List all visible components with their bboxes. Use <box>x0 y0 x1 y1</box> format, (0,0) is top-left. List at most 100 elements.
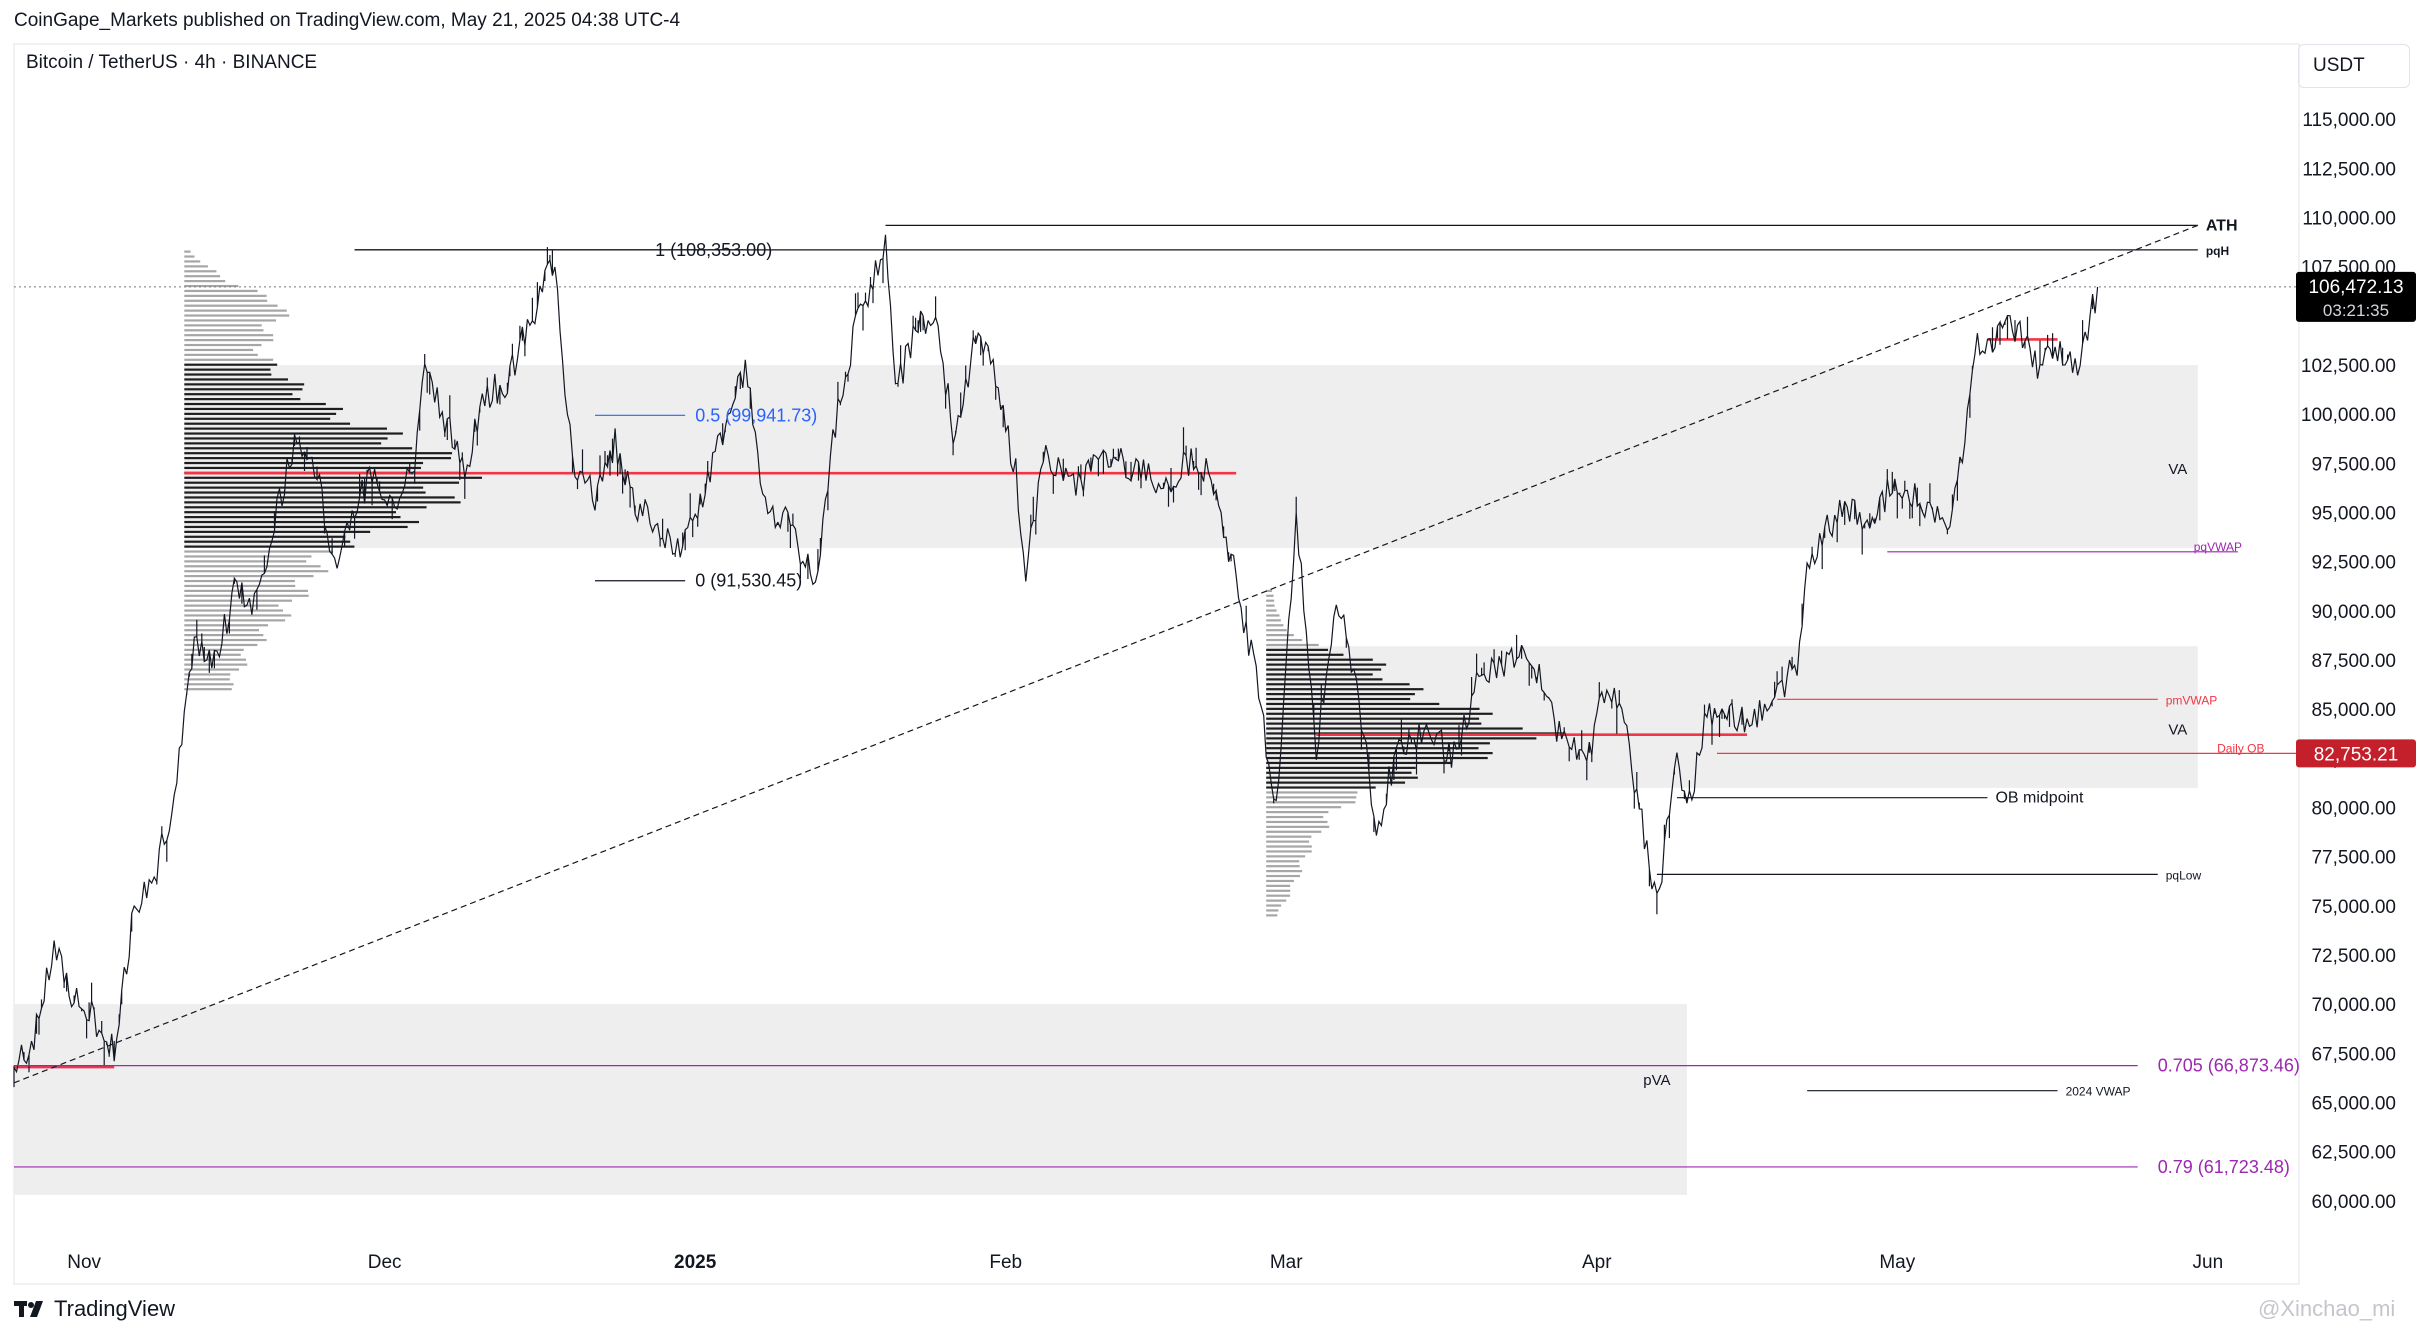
volume-profile-row <box>1266 791 1358 794</box>
volume-profile-row <box>1266 850 1312 853</box>
volume-profile-row <box>1266 599 1275 602</box>
volume-profile-row <box>184 643 258 647</box>
volume-profile-row <box>184 604 279 607</box>
volume-profile-row <box>1266 855 1306 858</box>
volume-profile-row <box>1266 653 1344 656</box>
volume-profile-row <box>184 402 326 406</box>
volume-profile-row <box>184 678 230 681</box>
volume-profile-row <box>184 294 267 297</box>
volume-profile-row <box>184 447 413 450</box>
volume-profile-row <box>184 560 307 563</box>
bar-countdown: 03:21:35 <box>2323 301 2389 320</box>
volume-profile-row <box>1266 609 1277 612</box>
volume-profile-row <box>1266 634 1294 637</box>
volume-profile-row <box>184 412 337 415</box>
price-series <box>13 234 2099 1088</box>
symbol-legend[interactable]: Bitcoin / TetherUS · 4h · BINANCE <box>26 52 318 73</box>
volume-profile-row <box>1266 712 1493 715</box>
volume-profile-row <box>184 368 271 371</box>
volume-profile-row <box>184 442 382 445</box>
volume-profile-row <box>184 550 334 553</box>
volume-profile-row <box>1266 722 1482 725</box>
volume-profile-row <box>1266 820 1328 824</box>
level-label: pqLow <box>2166 868 2202 882</box>
x-tick-label: Jun <box>2193 1252 2224 1273</box>
volume-profile-row <box>184 496 455 499</box>
volume-profile-row <box>1266 860 1300 863</box>
volume-profile-row <box>184 663 248 666</box>
volume-profile-row <box>184 609 284 612</box>
volume-profile-row <box>1266 683 1410 686</box>
volume-profile-row <box>1266 840 1310 843</box>
tradingview-logo-label: TradingView <box>54 1296 176 1321</box>
currency-selector[interactable]: USDT <box>2298 44 2410 88</box>
y-tick-label: 112,500.00 <box>2302 159 2396 180</box>
volume-profile-row <box>1266 879 1294 883</box>
y-tick-label: 92,500.00 <box>2311 553 2396 574</box>
level-label: pqH <box>2206 244 2229 258</box>
daily-ob-value: 82,753.21 <box>2314 744 2399 765</box>
volume-profile-row <box>184 594 309 597</box>
volume-profile-row <box>184 378 289 381</box>
x-tick-label: Dec <box>368 1252 402 1273</box>
volume-profile-row <box>184 304 278 307</box>
level-label: 2024 VWAP <box>2066 1085 2131 1099</box>
volume-profile-row <box>1266 756 1488 760</box>
volume-profile-row <box>1266 884 1291 887</box>
volume-profile-row <box>1266 747 1479 750</box>
last-price-badge <box>2296 271 2416 322</box>
value-area-zone <box>1266 646 2198 788</box>
volume-profile-row <box>1266 673 1373 676</box>
volume-profile-row <box>1266 776 1418 779</box>
volume-profile-row <box>1266 688 1424 691</box>
volume-profile-row <box>1266 668 1382 671</box>
y-tick-label: 90,000.00 <box>2311 602 2396 623</box>
volume-profile-row <box>184 363 278 366</box>
volume-profile-row <box>1266 717 1480 720</box>
volume-profile-row <box>1266 899 1287 902</box>
volume-profile-row <box>184 525 408 529</box>
volume-profile-row <box>1266 697 1411 701</box>
tradingview-logo[interactable]: TradingView <box>14 1296 175 1322</box>
volume-profile-row <box>184 275 221 278</box>
volume-profile-row <box>1266 825 1330 828</box>
x-tick-label: Feb <box>989 1252 1022 1273</box>
volume-profile-row <box>1266 727 1523 730</box>
volume-profile-row <box>184 250 191 253</box>
volume-profile-row <box>184 619 286 622</box>
volume-profile-row <box>184 457 451 460</box>
volume-profile-row <box>1266 889 1291 892</box>
y-tick-label: 60,000.00 <box>2311 1192 2396 1213</box>
volume-profile-row <box>184 358 274 361</box>
y-tick-label: 80,000.00 <box>2311 799 2396 820</box>
volume-profile-row <box>1266 678 1383 681</box>
volume-profile-row <box>184 476 482 479</box>
volume-profile-row <box>184 280 226 283</box>
volume-profile-row <box>184 486 424 489</box>
volume-profile-row <box>184 339 274 342</box>
volume-profile-row <box>1266 830 1322 833</box>
volume-profile-row <box>184 599 292 602</box>
volume-profile-row <box>184 265 208 268</box>
volume-profile-row <box>184 417 331 420</box>
volume-profile-row <box>184 388 303 391</box>
y-tick-label: 67,500.00 <box>2311 1044 2396 1065</box>
volume-profile-row <box>1266 811 1329 814</box>
x-tick-label: May <box>1879 1252 1915 1273</box>
y-tick-label: 110,000.00 <box>2302 209 2396 230</box>
volume-profile-row <box>184 673 231 676</box>
volume-profile-row <box>1266 624 1284 627</box>
volume-profile-row <box>1266 643 1319 647</box>
volume-profile-row <box>184 398 301 401</box>
volume-profile-row <box>184 255 195 258</box>
volume-profile-row <box>1266 786 1376 789</box>
fib-level-label: 0 (91,530.45) <box>695 571 802 591</box>
volume-profile-row <box>184 565 321 568</box>
volume-profile-row <box>1266 614 1280 617</box>
tradingview-logo-icon <box>14 1301 43 1317</box>
volume-profile-row <box>184 589 308 592</box>
y-tick-label: 75,000.00 <box>2311 897 2396 918</box>
volume-profile-row <box>184 299 268 302</box>
volume-profile-row <box>1266 914 1278 917</box>
